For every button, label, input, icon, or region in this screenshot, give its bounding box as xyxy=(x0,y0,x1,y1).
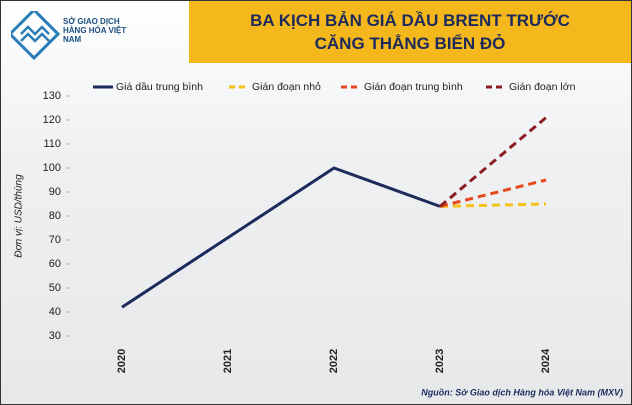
legend-label: Giá dầu trung bình xyxy=(116,81,203,93)
source: Nguồn: Sở Giao dịch Hàng hóa Việt Nam (M… xyxy=(421,387,623,397)
x-tick-label: 2023 xyxy=(434,349,446,373)
series-line xyxy=(439,116,547,208)
y-tick-label: 90 xyxy=(49,186,61,198)
y-tick-label: 110 xyxy=(43,138,61,150)
series-line xyxy=(439,178,547,208)
legend-label: Gián đoạn trung bình xyxy=(364,81,463,93)
header-band xyxy=(189,1,631,63)
y-tick-label: 120 xyxy=(43,114,61,126)
y-tick-label: 100 xyxy=(43,162,61,174)
x-tick-label: 2024 xyxy=(540,348,552,373)
y-tick-label: 80 xyxy=(49,210,61,222)
y-tick-label: 130 xyxy=(43,90,61,102)
legend-label: Gián đoạn lớn xyxy=(509,81,576,93)
y-tick-label: 40 xyxy=(49,306,61,318)
y-tick-label: 70 xyxy=(49,234,61,246)
y-tick-label: 60 xyxy=(49,258,61,270)
y-axis-label: Đơn vị: USD/thùng xyxy=(14,174,25,258)
series-line xyxy=(439,202,547,208)
chart-title: BA KỊCH BẢN GIÁ DẦU BRENT TRƯỚC CĂNG THẲ… xyxy=(250,11,570,53)
logo-icon xyxy=(11,11,61,61)
logo-text: SỞ GIAO DỊCH HÀNG HÓA VIỆT NAM xyxy=(63,17,127,44)
x-tick-label: 2020 xyxy=(116,349,128,373)
y-tick-label: 30 xyxy=(49,330,61,342)
series-line xyxy=(121,166,441,309)
x-tick-label: 2022 xyxy=(328,349,340,373)
legend-label: Gián đoạn nhỏ xyxy=(252,81,321,93)
y-tick-label: 50 xyxy=(49,282,61,294)
x-tick-label: 2021 xyxy=(222,349,234,373)
